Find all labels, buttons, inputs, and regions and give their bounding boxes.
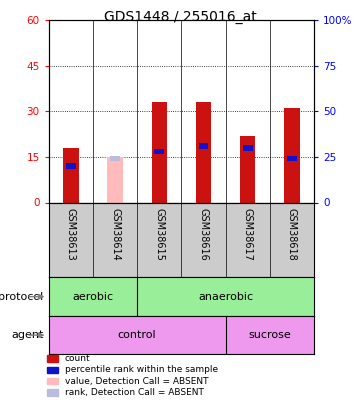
Bar xyxy=(284,108,300,202)
Text: GSM38618: GSM38618 xyxy=(287,209,297,261)
Text: value, Detection Call = ABSENT: value, Detection Call = ABSENT xyxy=(65,377,209,386)
Text: sucrose: sucrose xyxy=(248,330,291,340)
Text: anaerobic: anaerobic xyxy=(198,292,253,302)
Bar xyxy=(107,157,123,202)
Bar xyxy=(155,149,164,154)
Text: GSM38615: GSM38615 xyxy=(154,209,164,261)
Bar xyxy=(196,102,211,202)
Text: GDS1448 / 255016_at: GDS1448 / 255016_at xyxy=(104,10,257,24)
Bar xyxy=(110,156,120,162)
Bar xyxy=(66,163,76,169)
Text: control: control xyxy=(118,330,156,340)
Bar xyxy=(63,148,79,202)
Text: percentile rank within the sample: percentile rank within the sample xyxy=(65,365,218,374)
Bar xyxy=(287,156,297,162)
Text: GSM38614: GSM38614 xyxy=(110,209,120,261)
Text: count: count xyxy=(65,354,91,363)
Bar xyxy=(240,136,256,202)
Bar xyxy=(199,143,208,149)
Text: GSM38613: GSM38613 xyxy=(66,209,76,261)
Text: aerobic: aerobic xyxy=(73,292,113,302)
Bar xyxy=(152,102,167,202)
Text: agent: agent xyxy=(11,330,43,340)
Text: GSM38616: GSM38616 xyxy=(199,209,209,261)
Text: GSM38617: GSM38617 xyxy=(243,209,253,261)
Bar xyxy=(243,145,253,151)
Text: rank, Detection Call = ABSENT: rank, Detection Call = ABSENT xyxy=(65,388,204,397)
Text: protocol: protocol xyxy=(0,292,43,302)
